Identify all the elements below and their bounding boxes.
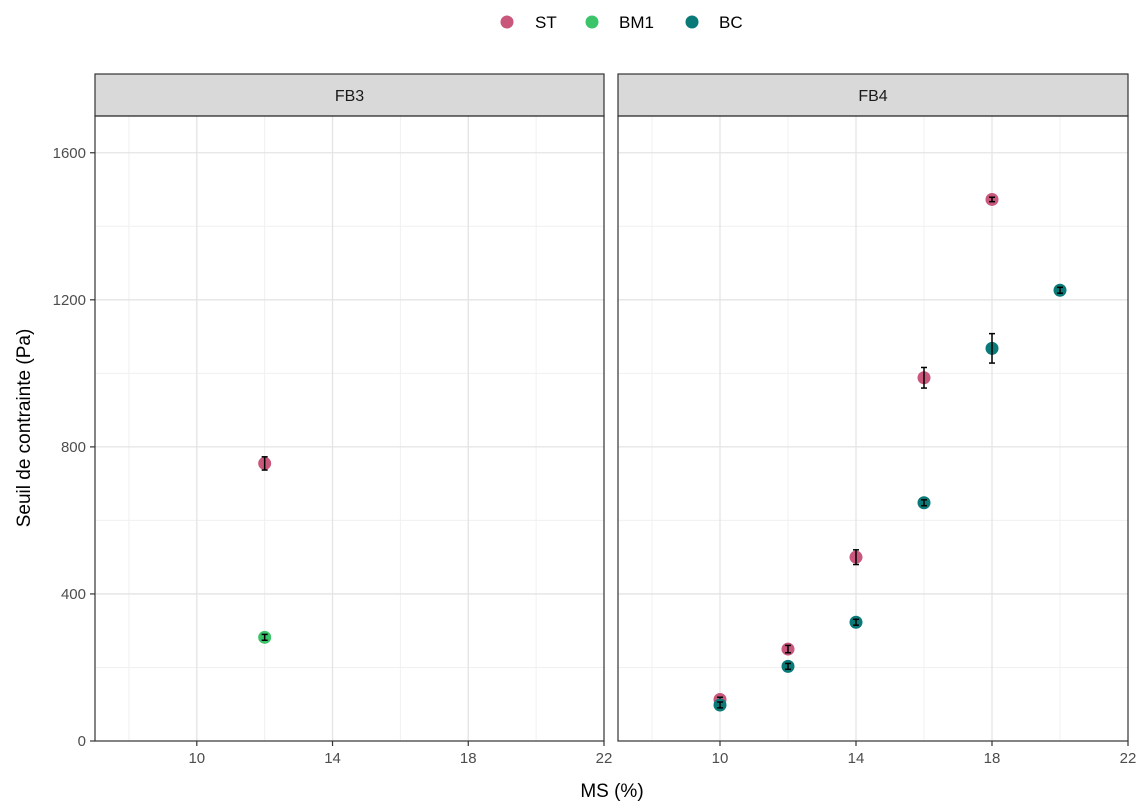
- panel-border: [94, 115, 605, 742]
- facet-strip: [617, 73, 1129, 117]
- panel-border: [617, 115, 1129, 742]
- x-tick-label: 14: [324, 750, 341, 767]
- panel-background: [618, 116, 1128, 741]
- x-tick-label: 18: [984, 750, 1001, 767]
- facet-strip: [94, 73, 605, 117]
- x-axis-title: MS (%): [580, 781, 643, 802]
- legend-label-bm1: BM1: [619, 13, 654, 32]
- y-tick-label: 1600: [53, 145, 86, 162]
- legend-key-bm1: [585, 15, 599, 29]
- legend-label-st: ST: [535, 13, 557, 32]
- y-tick-label: 0: [78, 733, 86, 750]
- x-tick-label: 10: [712, 750, 729, 767]
- x-tick-label: 14: [848, 750, 865, 767]
- y-axis-tick-labels: 0 400 800 1200 1600: [53, 145, 95, 750]
- facet-strip-label: FB4: [858, 88, 887, 105]
- facet-panels: FB3 FB4: [94, 73, 1129, 742]
- legend-label-bc: BC: [719, 13, 743, 32]
- legend-key-st: [500, 15, 514, 29]
- y-tick-label: 800: [61, 439, 86, 456]
- legend-key-bc: [685, 15, 699, 29]
- facet-panel-fb3: FB3: [94, 73, 605, 742]
- facet-panel-fb4: FB4: [617, 73, 1129, 742]
- y-axis-title: Seuil de contrainte (Pa): [14, 329, 35, 528]
- x-tick-label: 22: [1120, 750, 1137, 767]
- facet-strip-label: FB3: [335, 88, 364, 105]
- x-tick-label: 18: [460, 750, 477, 767]
- x-axis-tick-labels: 10 14 18 22 10 14 18 22: [188, 741, 1136, 767]
- panel-background: [95, 116, 604, 741]
- x-tick-label: 10: [188, 750, 205, 767]
- x-tick-label: 22: [596, 750, 613, 767]
- y-tick-label: 400: [61, 586, 86, 603]
- y-tick-label: 1200: [53, 292, 86, 309]
- legend: ST BM1 BC: [500, 13, 743, 32]
